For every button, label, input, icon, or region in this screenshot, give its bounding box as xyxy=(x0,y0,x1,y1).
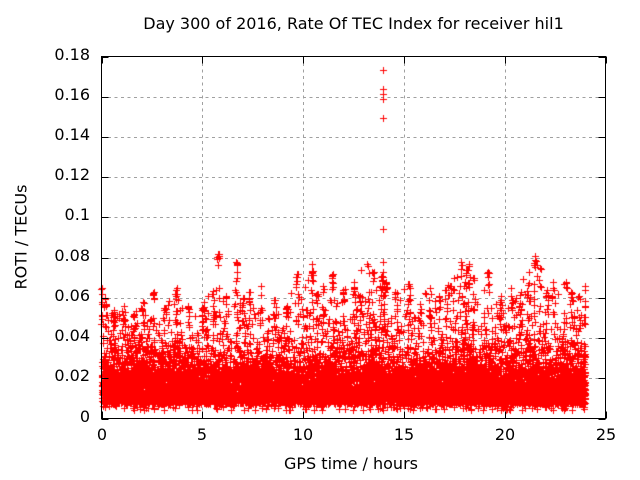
y-tick-label: 0.16 xyxy=(54,85,90,104)
x-tick-label: 25 xyxy=(595,425,617,444)
y-tick-label: 0 xyxy=(79,407,90,426)
y-tick-label: 0.1 xyxy=(64,205,90,224)
x-tick-label: 0 xyxy=(96,425,108,444)
y-tick-label: 0.02 xyxy=(54,366,90,385)
chart-title: Day 300 of 2016, Rate Of TEC Index for r… xyxy=(143,14,564,33)
y-tick-label: 0.04 xyxy=(54,326,90,345)
y-axis-label: ROTI / TECUs xyxy=(11,184,31,290)
x-tick-label: 20 xyxy=(494,425,516,444)
y-tick-label: 0.12 xyxy=(54,165,90,184)
x-axis-label: GPS time / hours xyxy=(284,454,418,473)
y-tick-label: 0.06 xyxy=(54,286,90,305)
x-tick-label: 10 xyxy=(292,425,314,444)
y-tick-label: 0.08 xyxy=(54,246,90,265)
y-tick-label: 0.14 xyxy=(54,125,90,144)
x-tick-label: 15 xyxy=(393,425,415,444)
x-tick-label: 5 xyxy=(196,425,208,444)
y-tick-label: 0.18 xyxy=(54,45,90,64)
